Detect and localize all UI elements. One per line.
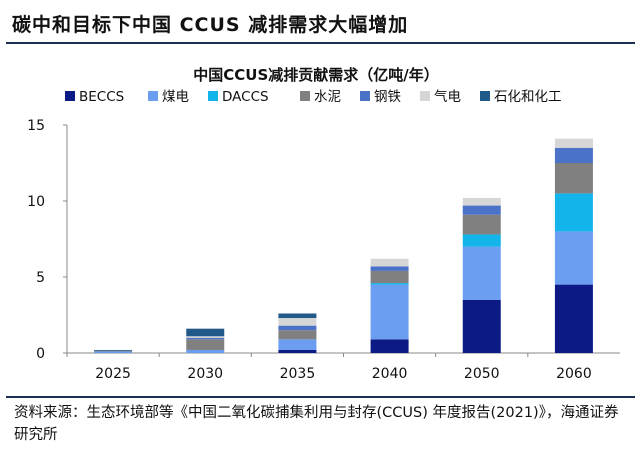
bar-segment [186,336,225,338]
bar-segment [186,349,225,353]
bar-segment [462,246,501,300]
x-axis-labels: 2025 2030 2035 2040 2050 2060 [95,366,591,382]
bar-segment [278,325,317,331]
bar-segment [278,330,317,340]
bar-segment [554,193,593,232]
bar-segment [94,351,133,353]
bar-segment [462,197,501,206]
bar-segment [462,299,501,353]
bar-segment [554,231,593,285]
x-tick-label: 2060 [556,366,592,382]
x-tick-label: 2040 [372,366,408,382]
bar-segment [370,284,409,340]
legend-swatch [300,91,310,101]
header-divider [6,42,635,44]
legend-label: 钢铁 [374,89,401,105]
legend-label: 石化和化工 [494,89,562,105]
legend-label: DACCS [222,89,269,105]
chart-bars [94,138,593,353]
bar-segment [278,349,317,353]
legend-label: BECCS [79,89,124,105]
y-tick-label: 0 [36,346,45,362]
chart-title: 中国CCUS减排贡献需求（亿吨/年） [193,66,438,84]
bar-segment [278,313,317,319]
bar-segment [94,349,133,351]
bar-segment [370,258,409,267]
legend-label: 煤电 [162,89,189,105]
legend-swatch [360,91,370,101]
x-tick-label: 2025 [95,366,131,382]
bar-segment [554,284,593,353]
bar-segment [278,318,317,326]
y-tick-label: 15 [27,118,45,134]
chart-axes [63,124,620,357]
legend-swatch [65,91,75,101]
bar-segment [186,337,225,340]
source-note: 资料来源：生态环境部等《中国二氧化碳捕集利用与封存(CCUS) 年度报告(202… [14,405,619,443]
legend-swatch [148,91,158,101]
legend-label: 水泥 [314,89,341,105]
y-tick-label: 5 [36,270,45,286]
legend-swatch [208,91,218,101]
bar-segment [554,147,593,163]
footer-divider [6,396,635,398]
bar-segment [186,328,225,337]
bar-segment [462,214,501,235]
x-tick-label: 2050 [464,366,500,382]
legend-swatch [480,91,490,101]
bar-segment [94,350,133,352]
x-tick-label: 2030 [187,366,223,382]
bar-segment [370,270,409,284]
bar-segment [278,339,317,350]
bar-segment [462,234,501,247]
header-title: 碳中和目标下中国 CCUS 减排需求大幅增加 [12,14,409,36]
legend-swatch [420,91,430,101]
bar-segment [370,339,409,353]
chart-legend: BECCS 煤电 DACCS 水泥 钢铁 气电 石化和化工 [65,89,562,105]
report-header: 碳中和目标下中国 CCUS 减排需求大幅增加 [0,0,641,44]
y-axis-labels: 0 5 10 15 [27,118,45,362]
bar-segment [186,339,225,350]
legend-label: 气电 [434,89,461,105]
bar-segment [554,163,593,194]
bar-segment [554,138,593,148]
y-tick-label: 10 [27,194,45,210]
x-tick-label: 2035 [280,366,316,382]
bar-segment [462,205,501,215]
bar-segment [370,283,409,285]
bar-segment [370,266,409,271]
